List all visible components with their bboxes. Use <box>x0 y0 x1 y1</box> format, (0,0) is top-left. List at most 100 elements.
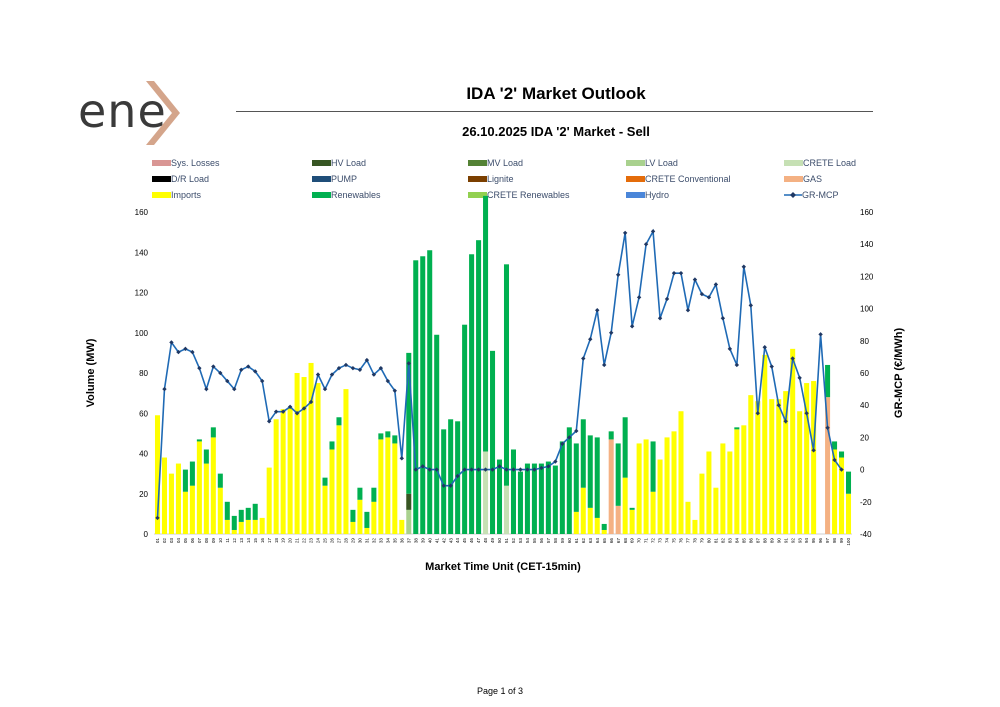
x-tick-label-27: 27 <box>337 538 342 544</box>
legend-label: CRETE Conventional <box>645 174 731 184</box>
x-tick-label-82: 82 <box>720 538 725 544</box>
bar-renewables-100 <box>846 471 852 494</box>
y2-tick-label-60: 60 <box>860 369 869 378</box>
x-tick-label-86: 86 <box>748 538 753 544</box>
bar-imports-94 <box>804 383 810 534</box>
series-hv_load <box>406 493 412 510</box>
bar-imports-88 <box>762 354 768 534</box>
bar-imports-04 <box>175 463 181 534</box>
legend-item-hv_load: HV Load <box>312 156 366 170</box>
bar-imports-36 <box>399 519 405 534</box>
mcp-point-85 <box>741 264 747 269</box>
bar-renewables-38 <box>413 260 419 534</box>
y2-tick-label-80: 80 <box>860 337 869 346</box>
bar-imports-75 <box>671 431 677 534</box>
bar-renewables-68 <box>622 417 628 478</box>
mcp-point-01 <box>155 515 160 521</box>
legend-item-lignite: Lignite <box>468 172 514 186</box>
bar-imports-28 <box>343 389 349 534</box>
bar-imports-02 <box>161 457 167 534</box>
mcp-point-96 <box>818 332 823 337</box>
x-tick-label-52: 52 <box>511 538 516 544</box>
mcp-point-09 <box>211 364 216 369</box>
mcp-point-70 <box>636 295 642 300</box>
mcp-point-99 <box>839 467 844 472</box>
series-renewables <box>182 195 852 535</box>
mcp-point-54 <box>525 467 530 472</box>
mcp-point-81 <box>713 282 719 287</box>
legend-swatch-hv_load <box>312 160 331 166</box>
mcp-point-80 <box>706 295 712 300</box>
x-tick-label-36: 36 <box>399 538 404 544</box>
bar-renewables-62 <box>580 419 586 488</box>
bar-imports-05 <box>182 491 188 534</box>
bar-renewables-45 <box>462 324 468 534</box>
mcp-point-78 <box>692 277 698 282</box>
bar-renewables-58 <box>552 465 558 534</box>
mcp-point-38 <box>413 467 418 472</box>
bar-renewables-57 <box>545 461 551 534</box>
bar-renewables-66 <box>608 431 614 440</box>
bar-imports-19 <box>280 409 286 534</box>
legend-item-imports: Imports <box>152 188 201 202</box>
mcp-point-75 <box>671 270 677 276</box>
bar-imports-86 <box>748 395 754 534</box>
chart-canvas: 020406080100120140160-40-200204060801001… <box>85 195 905 573</box>
x-tick-label-84: 84 <box>734 538 739 544</box>
mcp-point-67 <box>615 272 621 277</box>
mcp-point-45 <box>462 467 467 472</box>
mcp-point-49 <box>490 467 495 472</box>
x-tick-label-22: 22 <box>302 538 307 544</box>
x-tick-label-98: 98 <box>832 538 837 544</box>
bar-imports-09 <box>210 437 216 534</box>
y-tick-label-160: 160 <box>135 208 149 217</box>
x-tick-label-50: 50 <box>497 538 502 544</box>
y-tick-label-40: 40 <box>139 450 148 459</box>
bar-renewables-39 <box>420 256 426 534</box>
bar-renewables-48 <box>483 195 489 452</box>
bar-renewables-31 <box>364 511 370 528</box>
x-tick-label-96: 96 <box>818 538 823 544</box>
x-tick-labels: 01 02 03 04 05 06 07 08 09 10 11 12 13 14 15 16 17 18 19 20… <box>155 538 851 546</box>
legend-label: GR-MCP <box>802 190 839 200</box>
mcp-point-68 <box>622 230 628 236</box>
mcp-point-06 <box>190 349 195 355</box>
x-tick-label-29: 29 <box>351 538 356 544</box>
bar-imports-87 <box>755 401 761 534</box>
bar-imports-64 <box>594 517 600 534</box>
legend-item-dr_load: D/R Load <box>152 172 209 186</box>
legend-label: CRETE Load <box>803 158 857 168</box>
x-tick-label-32: 32 <box>371 538 376 544</box>
mcp-point-21 <box>294 411 300 416</box>
x-tick-label-10: 10 <box>218 538 223 544</box>
x-tick-label-70: 70 <box>637 538 642 544</box>
y2-tick-label-20: 20 <box>860 433 869 442</box>
x-tick-label-49: 49 <box>490 538 495 544</box>
bar-imports-12 <box>231 529 237 534</box>
legend-swatch-hydro <box>626 192 645 198</box>
mcp-point-28 <box>343 362 349 368</box>
x-tick-label-43: 43 <box>448 538 453 544</box>
bar-hv_load-37 <box>406 493 412 510</box>
bar-renewables-11 <box>224 501 230 520</box>
mcp-point-33 <box>378 365 384 371</box>
mcp-point-94 <box>804 411 809 416</box>
legend-swatch-dr_load <box>152 176 171 182</box>
x-tick-label-85: 85 <box>741 538 746 544</box>
bar-renewables-55 <box>531 463 537 534</box>
x-tick-label-38: 38 <box>413 538 418 544</box>
bar-renewables-54 <box>524 463 530 534</box>
mcp-point-42 <box>441 483 446 488</box>
bar-imports-31 <box>364 527 370 534</box>
bar-renewables-72 <box>650 441 656 492</box>
x-tick-label-69: 69 <box>630 538 635 544</box>
series-lv_load <box>406 509 412 534</box>
x-tick-label-61: 61 <box>574 538 579 544</box>
legend-label: Lignite <box>487 174 514 184</box>
mcp-point-20 <box>287 404 293 410</box>
legend-swatch-pump <box>312 176 331 182</box>
y-tick-label-120: 120 <box>135 289 149 298</box>
legend-label: Hydro <box>645 190 670 200</box>
mcp-point-19 <box>280 409 286 414</box>
x-tick-label-02: 02 <box>162 538 167 544</box>
